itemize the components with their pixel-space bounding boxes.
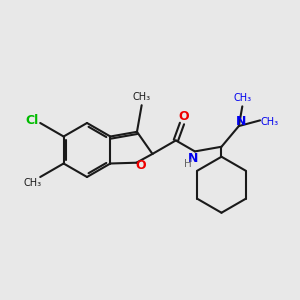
Text: CH₃: CH₃	[23, 178, 41, 188]
Text: CH₃: CH₃	[133, 92, 151, 102]
Text: O: O	[179, 110, 189, 123]
Text: N: N	[188, 152, 198, 165]
Text: H: H	[184, 159, 192, 170]
Text: N: N	[236, 115, 246, 128]
Text: CH₃: CH₃	[233, 93, 251, 103]
Text: CH₃: CH₃	[260, 117, 278, 128]
Text: Cl: Cl	[26, 113, 39, 127]
Text: O: O	[135, 159, 146, 172]
